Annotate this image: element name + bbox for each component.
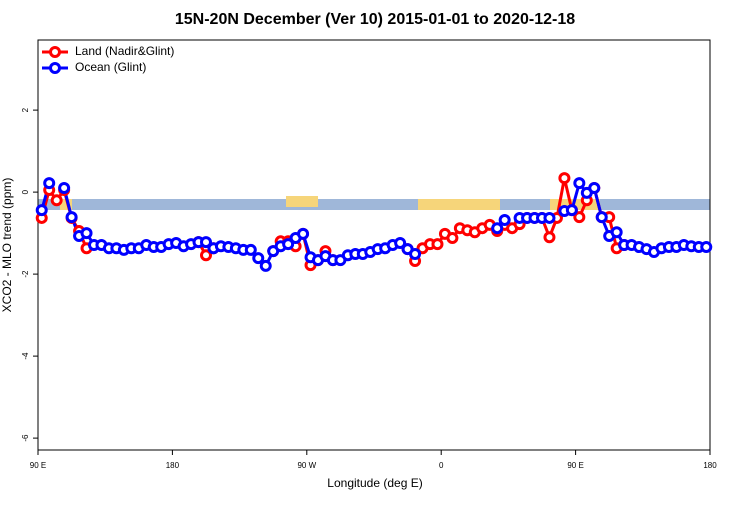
data-point (700, 241, 713, 254)
chart-title: 15N-20N December (Ver 10) 2015-01-01 to … (175, 11, 575, 28)
data-point (491, 222, 504, 235)
y-tick-label: 0 (21, 189, 30, 194)
data-point (573, 177, 586, 190)
data-point (610, 226, 623, 239)
data-point (595, 211, 608, 224)
legend-label: Land (Nadir&Glint) (75, 44, 174, 58)
data-point (394, 236, 407, 249)
data-point (297, 227, 310, 240)
data-point (244, 243, 257, 256)
x-tick-label: 90 E (30, 461, 46, 470)
land-patch (550, 199, 600, 210)
data-point (259, 259, 272, 272)
data-point (50, 194, 63, 207)
x-tick-label: 180 (703, 461, 717, 470)
x-tick-label: 90 E (567, 461, 583, 470)
legend-marker (49, 46, 61, 58)
data-point (498, 213, 511, 226)
data-point (573, 211, 586, 224)
data-point (252, 252, 265, 265)
x-axis-label: Longitude (deg E) (327, 476, 422, 490)
y-tick-label: 2 (21, 107, 30, 112)
data-point (409, 248, 422, 261)
x-tick-label: 180 (166, 461, 180, 470)
data-point (282, 238, 295, 251)
legend-marker (49, 62, 61, 74)
land-patch (418, 199, 500, 210)
land-patch (60, 199, 72, 210)
data-point (80, 227, 93, 240)
y-tick-label: -4 (21, 352, 30, 360)
data-point (431, 238, 444, 251)
x-tick-label: 0 (439, 461, 444, 470)
land-patch (286, 196, 318, 207)
data-point (446, 232, 459, 245)
y-tick-label: -6 (21, 434, 30, 442)
y-axis-label: XCO2 - MLO trend (ppm) (0, 178, 14, 313)
data-point (58, 182, 71, 195)
data-point (35, 204, 48, 217)
data-point (200, 249, 212, 262)
legend-label: Ocean (Glint) (75, 60, 146, 74)
data-point (565, 204, 578, 217)
ocean-band (38, 199, 710, 210)
data-point (558, 172, 571, 185)
data-point (200, 236, 212, 249)
data-point (543, 231, 556, 244)
mask-band (38, 196, 710, 210)
data-point (65, 211, 78, 224)
y-tick-label: -2 (21, 270, 30, 278)
data-point (43, 177, 56, 190)
x-tick-label: 90 W (297, 461, 316, 470)
data-point (588, 182, 601, 195)
data-point (543, 211, 556, 224)
